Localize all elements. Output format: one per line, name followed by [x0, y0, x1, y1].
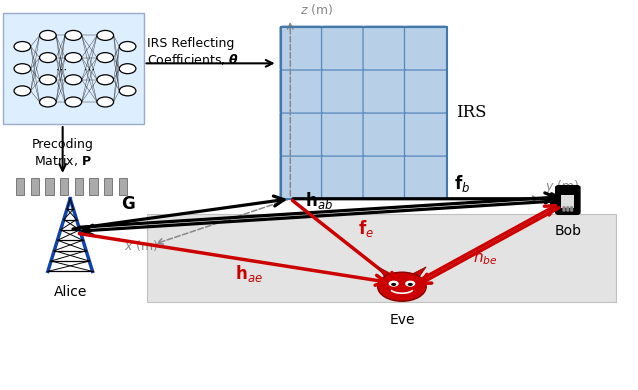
Circle shape: [65, 97, 82, 107]
Circle shape: [570, 210, 573, 211]
Text: Bob: Bob: [554, 224, 581, 238]
FancyBboxPatch shape: [404, 26, 447, 70]
Circle shape: [97, 53, 114, 62]
Text: $\mathbf{f}_e$: $\mathbf{f}_e$: [358, 218, 374, 239]
Circle shape: [563, 208, 565, 209]
Bar: [45, 178, 54, 195]
Circle shape: [40, 97, 56, 107]
Text: Alice: Alice: [54, 285, 87, 299]
Polygon shape: [147, 214, 616, 302]
Text: Eve: Eve: [389, 313, 415, 327]
Text: $\mathbf{h}_{ae}$: $\mathbf{h}_{ae}$: [235, 263, 263, 284]
Bar: [104, 178, 112, 195]
Circle shape: [97, 30, 114, 41]
Circle shape: [65, 30, 82, 41]
Circle shape: [97, 97, 114, 107]
Circle shape: [40, 75, 56, 85]
Circle shape: [119, 64, 136, 74]
Polygon shape: [378, 267, 390, 276]
Bar: [75, 178, 83, 195]
Bar: [561, 195, 574, 208]
Circle shape: [40, 30, 56, 41]
Text: IRS: IRS: [456, 104, 487, 121]
Circle shape: [65, 53, 82, 62]
Circle shape: [570, 207, 573, 208]
FancyBboxPatch shape: [3, 13, 144, 124]
Circle shape: [14, 42, 31, 51]
Text: $x$ (m): $x$ (m): [124, 238, 159, 254]
FancyBboxPatch shape: [363, 112, 406, 156]
Polygon shape: [413, 267, 426, 276]
Text: $\mathbf{G}$: $\mathbf{G}$: [121, 196, 135, 213]
Circle shape: [14, 86, 31, 96]
Circle shape: [563, 210, 565, 211]
FancyBboxPatch shape: [363, 155, 406, 199]
FancyBboxPatch shape: [322, 112, 364, 156]
Circle shape: [405, 280, 415, 287]
Text: $\cdots$: $\cdots$: [84, 64, 95, 74]
Circle shape: [408, 283, 413, 286]
Bar: [119, 178, 127, 195]
Text: $\cdots$: $\cdots$: [55, 64, 66, 74]
Circle shape: [14, 64, 31, 74]
FancyBboxPatch shape: [280, 26, 323, 70]
Circle shape: [119, 86, 136, 96]
Circle shape: [567, 210, 569, 211]
FancyBboxPatch shape: [363, 26, 406, 70]
Circle shape: [97, 75, 114, 85]
FancyBboxPatch shape: [322, 26, 364, 70]
FancyBboxPatch shape: [363, 69, 406, 113]
Text: Precoding
Matrix, $\mathbf{P}$: Precoding Matrix, $\mathbf{P}$: [32, 138, 94, 168]
Bar: [31, 178, 39, 195]
Circle shape: [391, 283, 396, 286]
Text: $y$ (m): $y$ (m): [545, 178, 580, 195]
Circle shape: [570, 208, 573, 209]
Text: $h_{be}$: $h_{be}$: [473, 249, 497, 268]
Circle shape: [389, 280, 399, 287]
FancyBboxPatch shape: [280, 112, 323, 156]
FancyBboxPatch shape: [404, 155, 447, 199]
FancyBboxPatch shape: [280, 155, 323, 199]
FancyBboxPatch shape: [322, 69, 364, 113]
Circle shape: [40, 53, 56, 62]
Circle shape: [119, 42, 136, 51]
Circle shape: [65, 75, 82, 85]
Text: $z$ (m): $z$ (m): [300, 2, 333, 17]
Circle shape: [567, 208, 569, 209]
FancyBboxPatch shape: [556, 186, 580, 214]
FancyBboxPatch shape: [404, 112, 447, 156]
Circle shape: [378, 272, 426, 301]
FancyBboxPatch shape: [404, 69, 447, 113]
Bar: [16, 178, 24, 195]
Bar: [60, 178, 68, 195]
Circle shape: [563, 207, 565, 208]
Bar: [89, 178, 98, 195]
FancyBboxPatch shape: [322, 155, 364, 199]
Text: $\mathbf{h}_{ab}$: $\mathbf{h}_{ab}$: [305, 190, 333, 211]
Circle shape: [567, 207, 569, 208]
Bar: [281, 27, 447, 199]
Text: IRS Reflecting
Coefficients, $\boldsymbol{\theta}$: IRS Reflecting Coefficients, $\boldsymbo…: [147, 37, 239, 67]
FancyBboxPatch shape: [280, 69, 323, 113]
Text: $\mathbf{f}_b$: $\mathbf{f}_b$: [454, 173, 470, 194]
